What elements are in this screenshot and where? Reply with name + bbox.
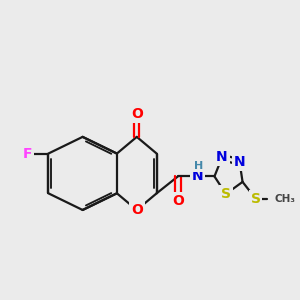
Text: S: S bbox=[221, 187, 231, 201]
Text: N: N bbox=[192, 169, 204, 183]
Text: N: N bbox=[234, 155, 245, 169]
Text: F: F bbox=[22, 147, 32, 160]
Text: O: O bbox=[131, 107, 143, 121]
Text: O: O bbox=[172, 194, 184, 208]
Text: CH₃: CH₃ bbox=[274, 194, 295, 204]
Text: S: S bbox=[250, 192, 261, 206]
Text: N: N bbox=[216, 150, 228, 164]
Text: O: O bbox=[131, 203, 143, 217]
Text: H: H bbox=[194, 160, 203, 171]
